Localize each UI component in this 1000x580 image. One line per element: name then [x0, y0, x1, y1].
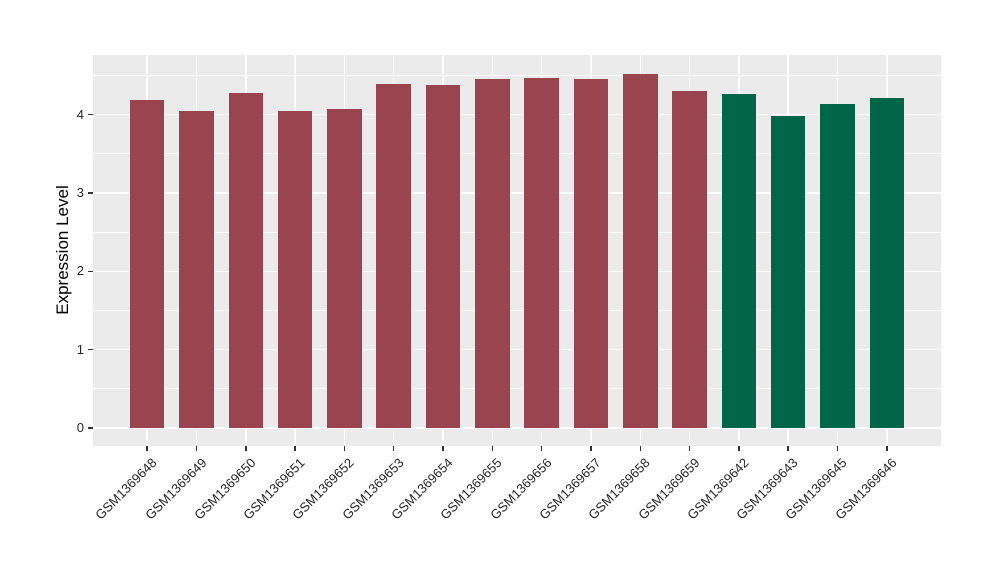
bar-GSM1369658 — [623, 73, 658, 428]
y-tick-label: 3 — [76, 184, 84, 200]
bar-GSM1369659 — [672, 91, 707, 428]
x-tick-mark — [787, 446, 789, 451]
bar-GSM1369651 — [277, 110, 313, 428]
gridline-major — [93, 348, 941, 351]
y-tick-mark — [88, 348, 93, 351]
gridline-major — [93, 192, 941, 194]
x-tick-mark — [886, 446, 888, 451]
x-tick-mark — [442, 446, 444, 451]
x-tick-mark — [590, 446, 592, 451]
y-tick-label: 0 — [76, 419, 84, 435]
y-tick-mark — [88, 427, 93, 429]
gridline-minor — [93, 388, 941, 390]
bar-GSM1369648 — [129, 99, 165, 428]
x-tick-label-GSM1369646: GSM1369646 — [832, 455, 900, 523]
bar-GSM1369645 — [820, 104, 855, 428]
gridline-minor — [93, 153, 941, 155]
bar-GSM1369652 — [327, 109, 362, 428]
gridline-minor — [93, 310, 941, 311]
plot-panel — [93, 55, 941, 446]
bar-GSM1369657 — [573, 79, 609, 428]
x-tick-mark — [392, 446, 395, 451]
x-tick-mark — [146, 446, 148, 451]
x-tick-mark — [245, 446, 247, 451]
x-tick-mark — [688, 446, 691, 451]
x-tick-mark — [195, 446, 198, 451]
y-tick-label: 1 — [76, 341, 84, 357]
gridline-major — [93, 270, 941, 272]
y-tick-mark — [88, 192, 93, 194]
gridline-major — [93, 113, 941, 116]
y-tick-label: 4 — [76, 106, 84, 122]
bar-GSM1369653 — [376, 83, 411, 428]
y-tick-label: 2 — [76, 263, 84, 279]
bar-GSM1369649 — [179, 111, 214, 428]
bar-GSM1369656 — [524, 77, 559, 428]
y-axis-title: Expression Level — [53, 185, 72, 315]
x-tick-mark — [343, 446, 346, 451]
gridline-minor — [93, 74, 941, 76]
x-tick-mark — [294, 446, 296, 451]
x-tick-mark — [639, 446, 641, 451]
gridline-major — [93, 427, 941, 429]
x-tick-mark — [491, 446, 494, 451]
bar-GSM1369643 — [770, 116, 806, 428]
bar-GSM1369654 — [425, 84, 461, 428]
y-tick-mark — [88, 113, 93, 116]
bar-GSM1369655 — [475, 78, 510, 428]
bar-GSM1369646 — [869, 98, 904, 428]
bar-GSM1369650 — [228, 92, 264, 428]
x-tick-mark — [540, 446, 543, 451]
y-tick-mark — [88, 270, 93, 272]
gridline-minor — [93, 231, 941, 233]
x-tick-mark — [738, 446, 740, 451]
x-tick-mark — [836, 446, 839, 451]
bar-GSM1369642 — [721, 94, 757, 428]
